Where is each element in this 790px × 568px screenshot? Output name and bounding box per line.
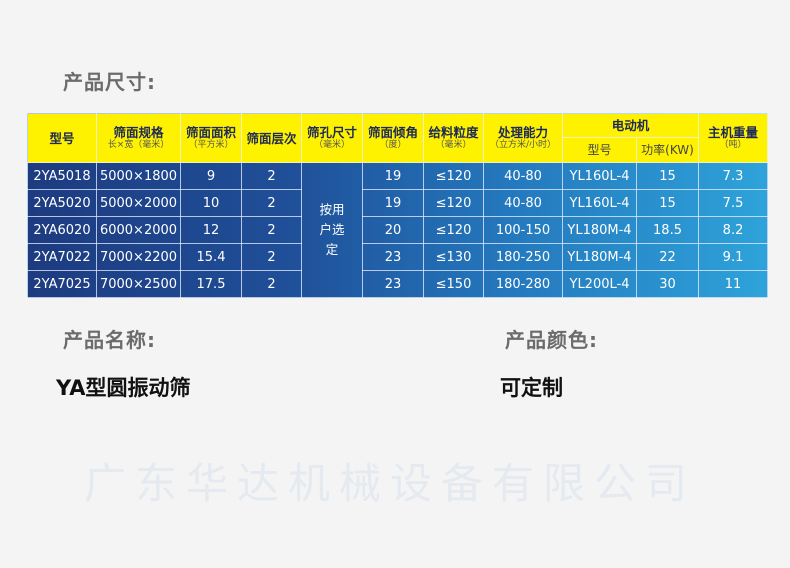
table-cell: YL160L-4 xyxy=(562,189,637,217)
table-cell: 180-280 xyxy=(483,270,563,298)
table-row: 2YA6020 6000×2000 12 2 20 ≤120 100-150 YL180M-4… xyxy=(27,216,769,244)
table-cell: 22 xyxy=(635,243,700,271)
table-row: 2YA5018 5000×1800 9 2 按用户选定 19 ≤120 40-80 YL160L… xyxy=(27,162,769,298)
table-cell: 18.5 xyxy=(635,216,700,244)
table-cell: 12 xyxy=(180,216,242,244)
table-cell: 15 xyxy=(635,189,700,217)
spec-table: 型号 筛面规格 长×宽（毫米） 筛面面积 （平方米） 筛面层次 筛孔尺寸 （毫米） 筛… xyxy=(27,113,769,298)
table-cell: 2 xyxy=(241,270,302,298)
table-cell: 19 xyxy=(362,189,424,217)
product-size-label: 产品尺寸: xyxy=(63,70,156,94)
hole-size-cell: 按用户选定 xyxy=(301,162,363,298)
table-cell: 5000×2000 xyxy=(96,189,181,217)
table-cell: 23 xyxy=(362,270,424,298)
table-cell: 2YA5020 xyxy=(27,189,97,217)
watermark: 广东华达机械设备有限公司 xyxy=(84,459,697,508)
table-cell: 8.2 xyxy=(698,216,769,244)
table-cell: 6000×2000 xyxy=(96,216,181,244)
table-cell: 180-250 xyxy=(483,243,563,271)
table-cell: 15.4 xyxy=(180,243,242,271)
table-cell: 15 xyxy=(635,162,700,190)
table-cell: ≤120 xyxy=(423,162,484,190)
header-angle: 筛面倾角 （度） xyxy=(362,113,424,163)
table-cell: 9 xyxy=(180,162,242,190)
table-cell: ≤120 xyxy=(423,189,484,217)
header-hole: 筛孔尺寸 （毫米） xyxy=(301,113,363,163)
table-cell: 2 xyxy=(241,243,302,271)
table-cell: 2YA7025 xyxy=(27,270,97,298)
table-cell: 30 xyxy=(635,270,700,298)
table-cell: YL180M-4 xyxy=(562,243,637,271)
table-cell: 7000×2500 xyxy=(96,270,181,298)
header-model: 型号 xyxy=(27,113,97,163)
table-cell: 2 xyxy=(241,189,302,217)
table-cell: 20 xyxy=(362,216,424,244)
table-cell: 5000×1800 xyxy=(96,162,181,190)
table-cell: YL160L-4 xyxy=(562,162,637,190)
header-motor-model: 型号 xyxy=(562,137,637,163)
table-cell: 11 xyxy=(698,270,769,298)
table-cell: 19 xyxy=(362,162,424,190)
table-row: 2YA7025 7000×2500 17.5 2 23 ≤150 180-280 YL200L… xyxy=(27,270,769,298)
table-cell: 2YA6020 xyxy=(27,216,97,244)
header-weight: 主机重量 （吨） xyxy=(698,113,769,163)
header-area: 筛面面积 （平方米） xyxy=(180,113,242,163)
table-cell: 17.5 xyxy=(180,270,242,298)
table-row: 2YA7022 7000×2200 15.4 2 23 ≤130 180-250 YL180M… xyxy=(27,243,769,271)
product-name-value: YA型圆振动筛 xyxy=(56,376,191,400)
header-motor: 电动机 xyxy=(561,113,700,138)
table-cell: 40-80 xyxy=(483,162,563,190)
table-cell: ≤150 xyxy=(423,270,484,298)
header-motor-power: 功率(KW) xyxy=(635,137,700,163)
header-spec: 筛面规格 长×宽（毫米） xyxy=(96,113,181,163)
table-cell: 10 xyxy=(180,189,242,217)
table-cell: 2YA7022 xyxy=(27,243,97,271)
product-color-label: 产品颜色: xyxy=(505,328,598,352)
table-cell: 2 xyxy=(241,162,302,190)
table-cell: 100-150 xyxy=(483,216,563,244)
header-capacity: 处理能力 （立方米/小时） xyxy=(483,113,563,163)
table-cell: 7000×2200 xyxy=(96,243,181,271)
table-cell: 2YA5018 xyxy=(27,162,97,190)
product-color-value: 可定制 xyxy=(500,376,563,400)
table-cell: YL200L-4 xyxy=(562,270,637,298)
table-cell: 23 xyxy=(362,243,424,271)
table-cell: 40-80 xyxy=(483,189,563,217)
table-cell: ≤130 xyxy=(423,243,484,271)
table-cell: ≤120 xyxy=(423,216,484,244)
table-row: 2YA5020 5000×2000 10 2 19 ≤120 40-80 YL160L-4 15… xyxy=(27,189,769,217)
table-cell: YL180M-4 xyxy=(562,216,637,244)
table-cell: 2 xyxy=(241,216,302,244)
header-feed: 给料粒度 （毫米） xyxy=(423,113,484,163)
header-layers: 筛面层次 xyxy=(241,113,302,163)
product-name-label: 产品名称: xyxy=(63,328,156,352)
table-cell: 7.5 xyxy=(698,189,769,217)
table-cell: 7.3 xyxy=(698,162,769,190)
table-cell: 9.1 xyxy=(698,243,769,271)
